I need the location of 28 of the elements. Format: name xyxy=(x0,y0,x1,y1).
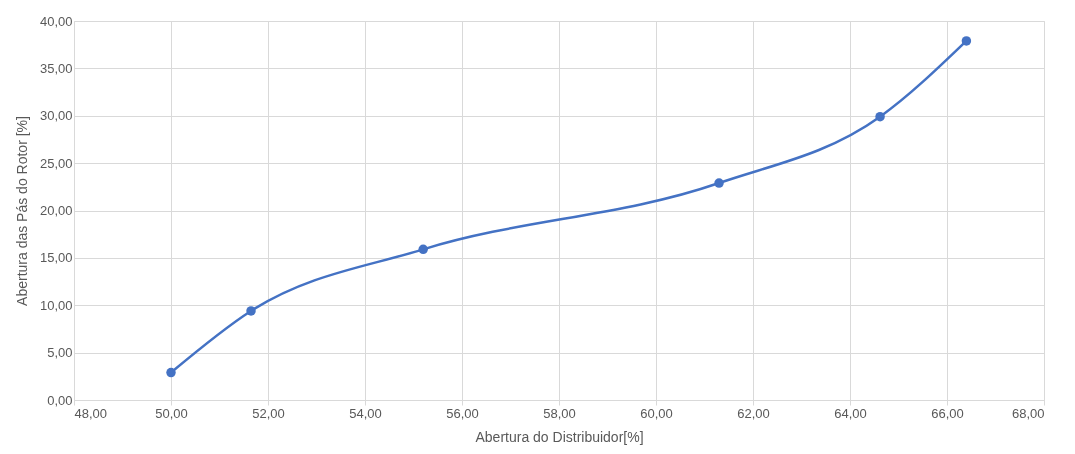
y-tick-label: 5,00 xyxy=(47,345,73,361)
point xyxy=(875,111,885,122)
y-tick-label: 15,00 xyxy=(39,250,73,266)
x-tick-label: 66,00 xyxy=(931,405,964,421)
point xyxy=(418,244,428,255)
y-tick-label: 35,00 xyxy=(39,60,73,76)
x-tick-label: 52,00 xyxy=(252,405,285,421)
y-tick-label: 30,00 xyxy=(39,108,73,124)
x-tick-label: 64,00 xyxy=(834,405,867,421)
x-tick-label: 56,00 xyxy=(446,405,479,421)
point xyxy=(246,306,256,316)
x-axis-title: Abertura do Distribuidor[%] xyxy=(475,428,644,445)
y-tick-label: 0,00 xyxy=(47,392,73,408)
y-axis-title: Abertura das Pás do Rotor [%] xyxy=(13,116,30,306)
y-tick-label: 10,00 xyxy=(39,297,73,313)
y-tick-label: 40,00 xyxy=(39,13,73,29)
point xyxy=(714,178,724,188)
x-tick-label: 60,00 xyxy=(640,405,673,421)
x-tick-label: 50,00 xyxy=(155,405,188,421)
x-tick-label: 68,00 xyxy=(1011,405,1045,421)
x-tick-label: 58,00 xyxy=(543,405,576,421)
y-tick-label: 20,00 xyxy=(39,203,73,218)
point xyxy=(961,36,972,46)
y-tick-label: 25,00 xyxy=(39,155,73,171)
x-tick-label: 62,00 xyxy=(737,405,770,421)
x-tick-label: 54,00 xyxy=(349,405,382,421)
point xyxy=(166,367,176,378)
x-tick-label: 48,00 xyxy=(74,405,108,421)
